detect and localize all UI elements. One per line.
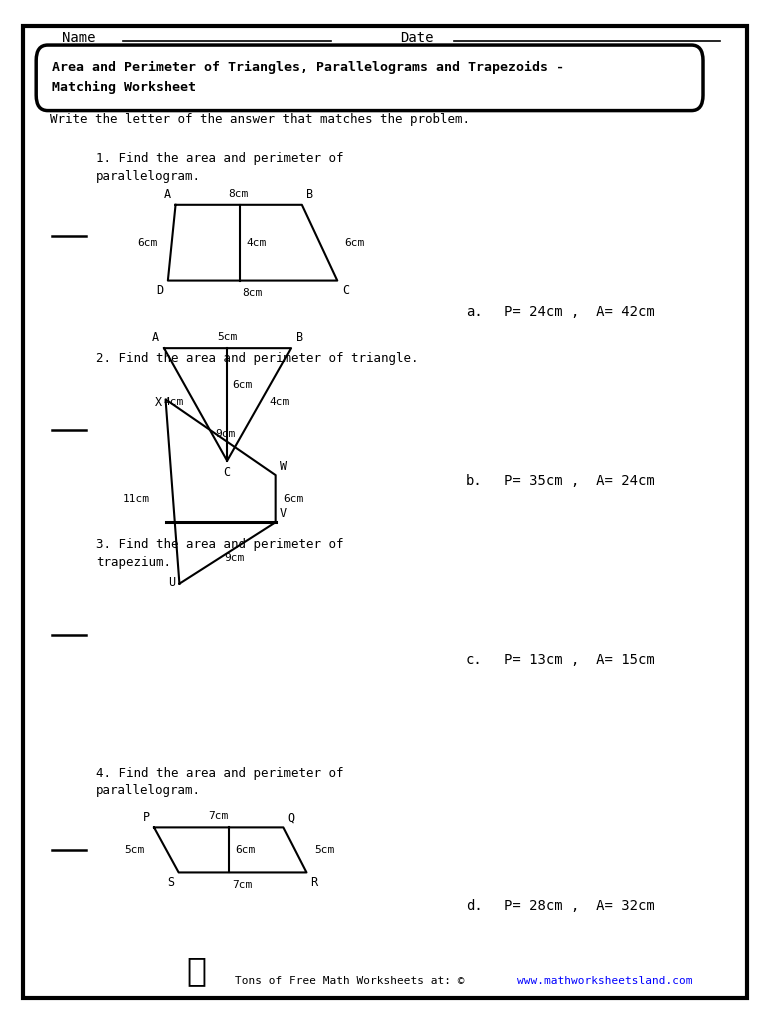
Text: Q: Q bbox=[287, 811, 294, 824]
Text: B: B bbox=[306, 187, 313, 201]
Text: P= 28cm ,  A= 32cm: P= 28cm , A= 32cm bbox=[504, 899, 655, 913]
Text: Area and Perimeter of Triangles, Parallelograms and Trapezoids -: Area and Perimeter of Triangles, Paralle… bbox=[52, 61, 564, 74]
Text: 9cm: 9cm bbox=[225, 553, 245, 563]
Text: B: B bbox=[296, 331, 303, 344]
FancyBboxPatch shape bbox=[36, 45, 703, 111]
Text: A: A bbox=[152, 331, 159, 344]
Text: 4cm: 4cm bbox=[270, 397, 290, 408]
Text: parallelogram.: parallelogram. bbox=[96, 784, 201, 797]
Text: 4. Find the area and perimeter of: 4. Find the area and perimeter of bbox=[96, 767, 343, 779]
Text: 4cm: 4cm bbox=[246, 238, 266, 248]
Text: R: R bbox=[310, 876, 317, 889]
Text: 🌴: 🌴 bbox=[186, 954, 206, 987]
Text: trapezium.: trapezium. bbox=[96, 556, 171, 568]
Text: 6cm: 6cm bbox=[344, 238, 364, 248]
Text: parallelogram.: parallelogram. bbox=[96, 170, 201, 182]
Text: b.: b. bbox=[466, 474, 483, 488]
Text: a.: a. bbox=[466, 305, 483, 319]
Text: Date: Date bbox=[400, 31, 434, 45]
Text: 3. Find the area and perimeter of: 3. Find the area and perimeter of bbox=[96, 539, 343, 551]
Text: C: C bbox=[223, 466, 231, 479]
Text: 8cm: 8cm bbox=[243, 288, 263, 298]
Text: V: V bbox=[280, 507, 286, 520]
Text: 5cm: 5cm bbox=[217, 332, 237, 342]
Text: W: W bbox=[280, 460, 286, 473]
Text: P= 24cm ,  A= 42cm: P= 24cm , A= 42cm bbox=[504, 305, 655, 319]
Text: U: U bbox=[169, 575, 176, 589]
Text: 8cm: 8cm bbox=[229, 188, 249, 199]
Text: 6cm: 6cm bbox=[283, 494, 303, 504]
Text: 6cm: 6cm bbox=[236, 845, 256, 855]
Text: Matching Worksheet: Matching Worksheet bbox=[52, 81, 196, 93]
Text: P= 13cm ,  A= 15cm: P= 13cm , A= 15cm bbox=[504, 653, 655, 668]
Text: X: X bbox=[155, 396, 162, 410]
Text: Tons of Free Math Worksheets at: ©: Tons of Free Math Worksheets at: © bbox=[235, 976, 471, 986]
Text: 2. Find the area and perimeter of triangle.: 2. Find the area and perimeter of triang… bbox=[96, 352, 419, 365]
Text: 9cm: 9cm bbox=[216, 429, 236, 439]
Text: Name: Name bbox=[62, 31, 95, 45]
Text: c.: c. bbox=[466, 653, 483, 668]
Text: Write the letter of the answer that matches the problem.: Write the letter of the answer that matc… bbox=[50, 114, 470, 126]
Text: P: P bbox=[143, 811, 150, 824]
Text: C: C bbox=[342, 284, 349, 297]
Text: D: D bbox=[156, 284, 163, 297]
Text: www.mathworksheetsland.com: www.mathworksheetsland.com bbox=[517, 976, 693, 986]
Text: P= 35cm ,  A= 24cm: P= 35cm , A= 24cm bbox=[504, 474, 655, 488]
Text: S: S bbox=[168, 876, 175, 889]
Text: 6cm: 6cm bbox=[138, 238, 158, 248]
Text: 4cm: 4cm bbox=[163, 397, 183, 408]
Text: 5cm: 5cm bbox=[125, 845, 145, 855]
Text: 7cm: 7cm bbox=[209, 811, 229, 821]
Text: 1. Find the area and perimeter of: 1. Find the area and perimeter of bbox=[96, 153, 343, 165]
Text: 5cm: 5cm bbox=[314, 845, 334, 855]
Text: d.: d. bbox=[466, 899, 483, 913]
Text: 7cm: 7cm bbox=[233, 880, 253, 890]
Text: A: A bbox=[164, 187, 171, 201]
Text: 11cm: 11cm bbox=[123, 494, 150, 504]
Text: 6cm: 6cm bbox=[233, 380, 253, 390]
